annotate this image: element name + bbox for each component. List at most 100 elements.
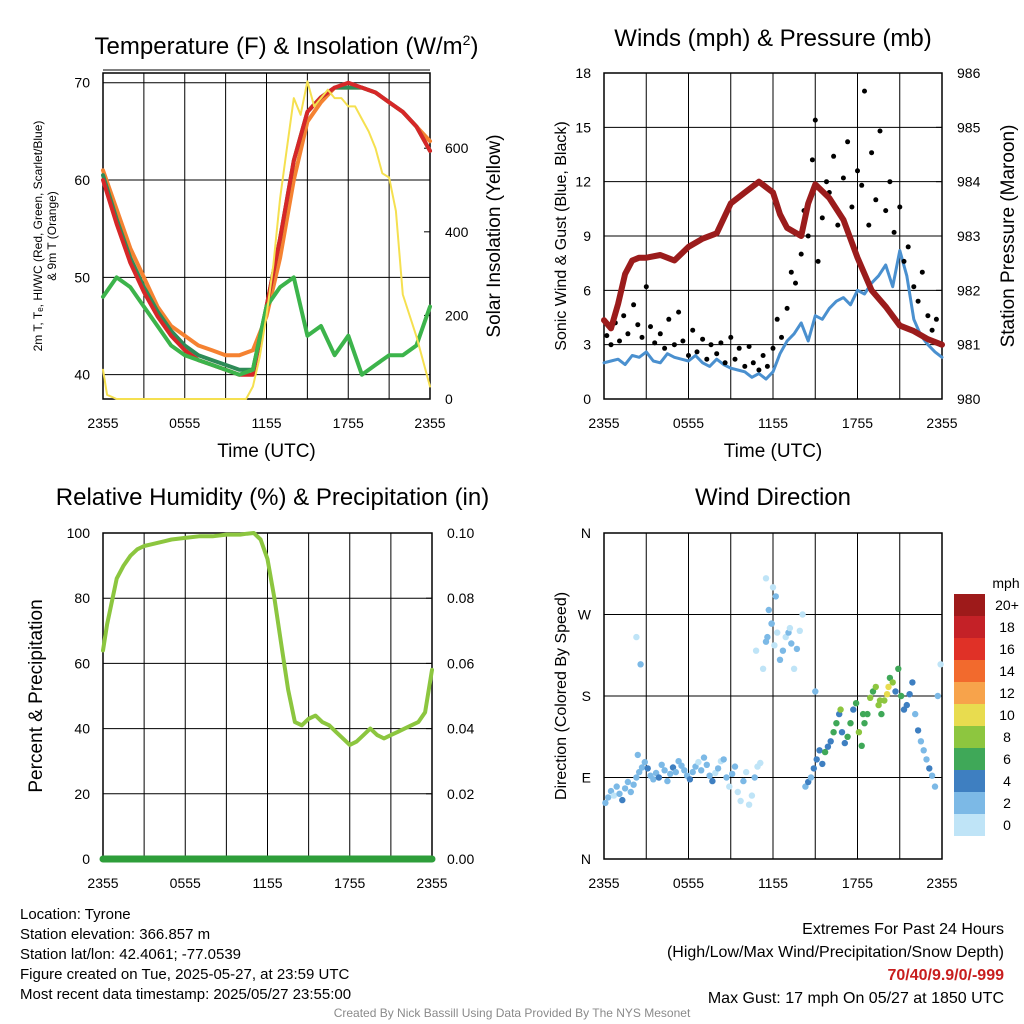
- gust-point: [760, 353, 766, 358]
- gust-point: [742, 363, 748, 369]
- extremes-title: Extremes For Past 24 Hours: [802, 921, 1004, 938]
- gust-point: [873, 197, 879, 203]
- direction-point: [729, 770, 736, 778]
- direction-point: [788, 640, 795, 647]
- gust-point: [859, 182, 865, 188]
- colorbar-swatch: [954, 770, 985, 792]
- right-tick-label: 600: [445, 140, 469, 156]
- direction-point: [861, 720, 868, 727]
- direction-point: [786, 624, 794, 632]
- gust-point: [617, 338, 622, 344]
- gust-point: [933, 316, 939, 322]
- direction-point: [937, 661, 944, 668]
- colorbar-label: 16: [999, 641, 1015, 657]
- colorbar-label: 10: [999, 707, 1015, 723]
- gust-point: [648, 324, 653, 330]
- plot-frame: [603, 532, 943, 860]
- right-tick-label: 200: [445, 307, 469, 323]
- y-tick-label: 60: [74, 655, 90, 671]
- direction-point: [774, 629, 781, 636]
- direction-point: [837, 706, 844, 713]
- direction-point: [824, 743, 832, 750]
- gust-point: [700, 336, 706, 342]
- gust-point: [608, 342, 614, 348]
- direction-point: [889, 679, 896, 686]
- direction-point: [621, 785, 629, 792]
- direction-point: [669, 764, 677, 771]
- direction-point: [757, 759, 764, 767]
- x-tick-label: 2355: [87, 875, 118, 891]
- gust-point: [732, 356, 738, 362]
- direction-point: [855, 729, 863, 736]
- direction-point: [667, 770, 674, 778]
- elevation-text: Station elevation: 366.857 m: [20, 926, 211, 943]
- direction-point: [790, 665, 798, 672]
- extremes-values: 70/40/9.9/0/-999: [887, 967, 1004, 984]
- direction-point: [895, 665, 902, 672]
- x-tick-label: 1155: [252, 875, 282, 891]
- direction-point: [906, 691, 913, 698]
- direction-point: [793, 645, 801, 653]
- direction-point: [650, 776, 657, 783]
- y-axis-label: Sonic Wind & Gust (Blue, Black): [553, 121, 570, 350]
- series-line-sonic-wind: [602, 249, 944, 381]
- right-tick-label: 0: [445, 391, 453, 407]
- right-tick-label: 983: [957, 228, 981, 244]
- right-tick-label: 985: [957, 119, 981, 135]
- gust-point: [915, 298, 921, 304]
- gust-point: [714, 351, 720, 357]
- gust-point: [887, 179, 893, 185]
- gust-point: [779, 334, 784, 340]
- gust-point: [764, 363, 770, 369]
- direction-point: [731, 763, 739, 770]
- y-tick-label: 40: [74, 721, 90, 737]
- direction-point: [720, 756, 727, 763]
- direction-point: [872, 683, 879, 691]
- gust-point: [746, 344, 752, 349]
- direction-point: [714, 765, 722, 772]
- gust-point: [845, 139, 851, 145]
- direction-point: [709, 777, 716, 785]
- colorbar-swatch: [954, 616, 985, 638]
- series-line-insolation: [102, 80, 431, 400]
- gust-point: [662, 345, 668, 351]
- direction-point: [898, 692, 905, 700]
- colorbar-swatch: [954, 594, 985, 616]
- direction-point: [678, 762, 685, 769]
- y-axis-label: Percent & Precipitation: [26, 599, 47, 792]
- colorbar-label: 20+: [995, 597, 1019, 613]
- gust-point: [929, 327, 935, 333]
- direction-point: [655, 774, 663, 781]
- direction-point: [847, 720, 854, 727]
- chart-title: Winds (mph) & Pressure (mb): [614, 25, 931, 52]
- direction-point: [813, 756, 820, 763]
- right-tick-label: 984: [957, 174, 981, 190]
- y-tick-label: 50: [74, 269, 90, 285]
- direction-point: [664, 777, 671, 785]
- y-tick-label: 70: [74, 75, 90, 91]
- direction-point: [700, 754, 708, 761]
- x-tick-label: 0555: [170, 875, 201, 891]
- direction-point: [686, 776, 694, 783]
- gust-point: [690, 327, 696, 333]
- y-tick-label: 20: [74, 786, 90, 802]
- gust-point: [877, 128, 883, 134]
- gust-point: [635, 322, 641, 328]
- station-info: Location: Tyrone Station elevation: 366.…: [20, 905, 351, 1005]
- gust-point: [824, 179, 829, 185]
- y-tick-label: N: [581, 851, 591, 867]
- y-tick-label: 80: [74, 590, 90, 606]
- direction-point: [858, 742, 865, 749]
- direction-point: [638, 764, 646, 771]
- gust-point: [728, 334, 734, 340]
- direction-point: [914, 727, 922, 734]
- direction-point: [769, 584, 777, 591]
- direction-point: [751, 774, 758, 781]
- direction-point: [802, 783, 809, 790]
- colorbar-title: mph: [992, 575, 1019, 591]
- direction-point: [869, 688, 877, 695]
- x-tick-label: 0555: [673, 875, 704, 891]
- y-tick-label: N: [581, 525, 591, 541]
- colorbar-swatch: [954, 814, 985, 836]
- gust-point: [911, 284, 917, 290]
